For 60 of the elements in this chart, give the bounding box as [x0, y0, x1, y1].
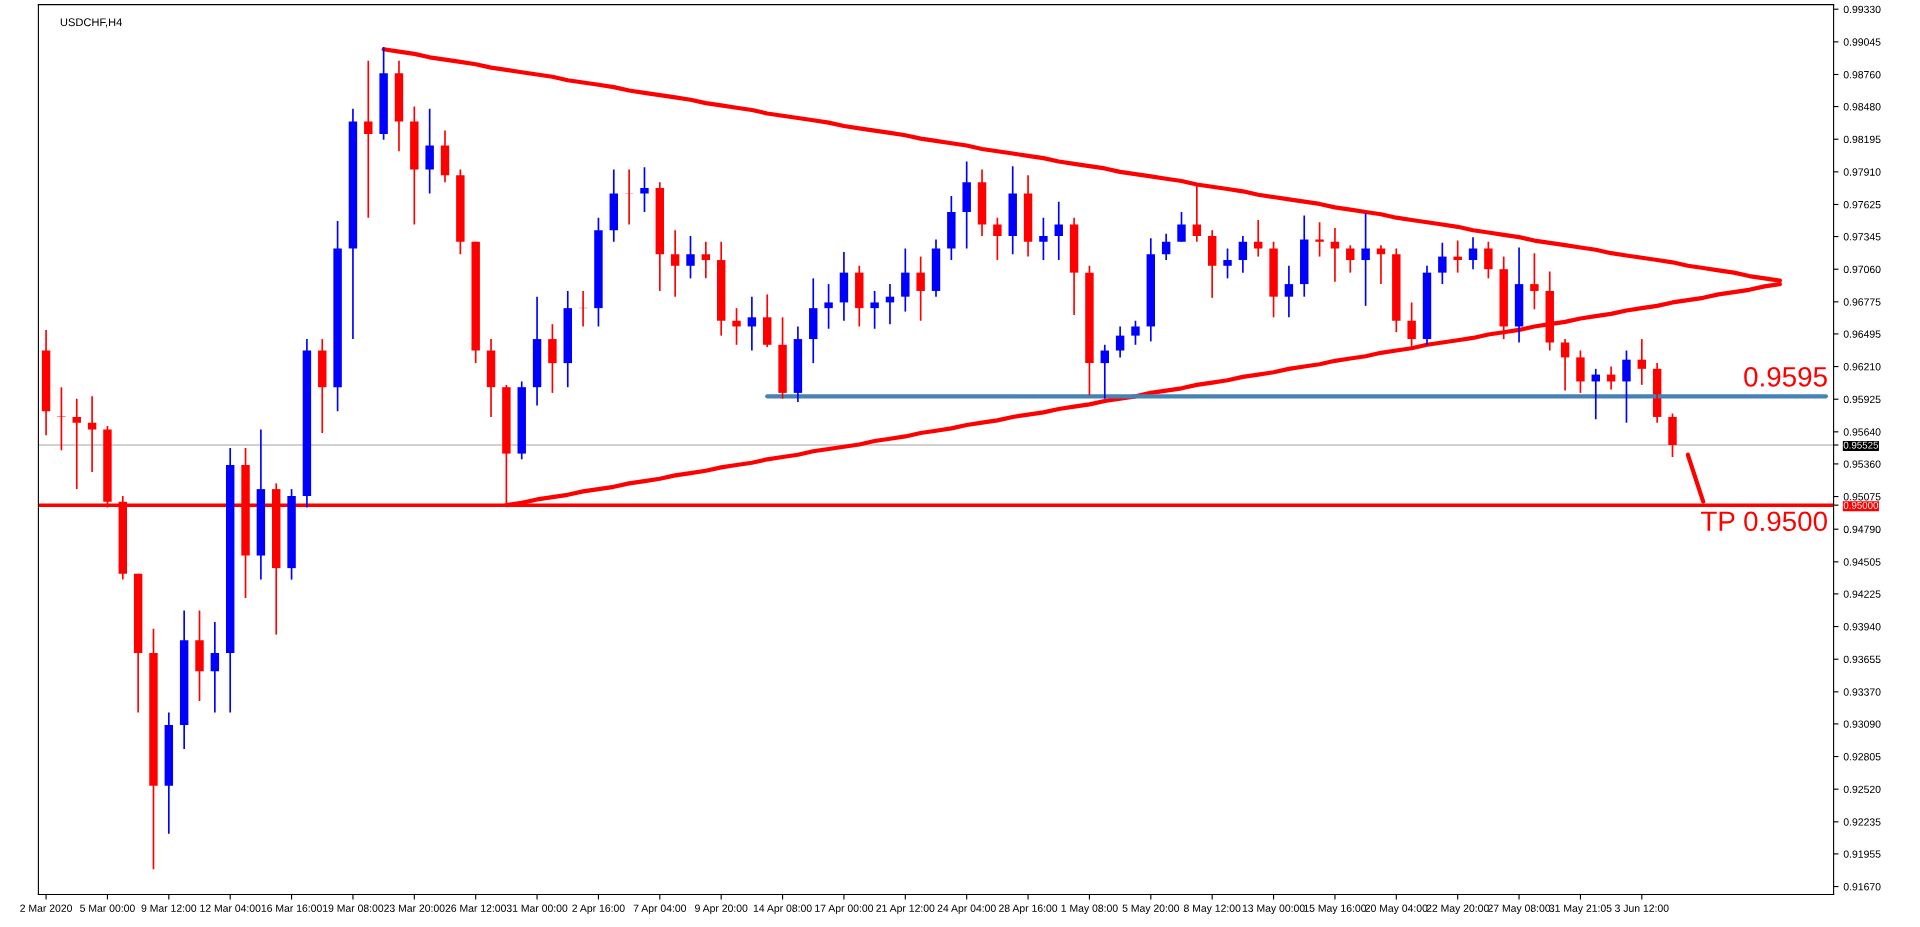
y-tick-label: 0.98760	[1843, 71, 1881, 79]
y-tick-label: 0.98195	[1843, 135, 1881, 144]
annotation: 0.9595	[1744, 367, 1827, 387]
y-tick-label: 0.92805	[1843, 753, 1881, 761]
x-tick-label: 5 May 20:00	[1122, 904, 1180, 914]
x-tick-label: 9 Mar 12:00	[141, 904, 197, 912]
text: USDCHF,H4	[60, 18, 122, 28]
y-tick-label: 0.91955	[1843, 850, 1881, 858]
x-tick-label: 19 Mar 08:00	[323, 904, 384, 912]
x-tick-label: 3 Jun 12:00	[1614, 904, 1669, 912]
x-tick-label: 8 May 12:00	[1183, 904, 1241, 914]
y-tick-label: 0.95640	[1843, 428, 1881, 436]
x-tick-label: 1 May 08:00	[1061, 904, 1118, 914]
y-tick-label: 0.93370	[1843, 688, 1881, 696]
x-tick-label: 31 Mar 00:00	[506, 904, 568, 912]
x-tick-label: 13 May 00:00	[1242, 904, 1305, 914]
x-tick-label: 9 Apr 20:00	[695, 904, 748, 914]
y-tick-label: 0.96775	[1843, 298, 1881, 306]
y-tick-label: 0.92235	[1843, 818, 1881, 826]
x-tick-label: 7 Apr 04:00	[633, 904, 687, 914]
y-tick-label: 0.95525	[1843, 441, 1879, 449]
y-tick-label: 0.94225	[1843, 590, 1881, 598]
y-tick-label: 0.91670	[1843, 883, 1881, 891]
y-tick-label: 0.97345	[1843, 233, 1881, 241]
x-tick-label: 21 Apr 12:00	[876, 904, 935, 914]
y-tick-label: 0.93655	[1843, 655, 1881, 664]
y-tick-label: 0.95925	[1843, 395, 1881, 404]
x-tick-label: 22 May 20:00	[1426, 904, 1489, 914]
x-tick-label: 20 May 04:00	[1365, 904, 1428, 914]
y-tick-label: 0.95360	[1843, 460, 1881, 468]
x-tick-label: 12 Mar 04:00	[200, 904, 261, 912]
y-tick-label: 0.99045	[1843, 38, 1881, 46]
x-tick-label: 5 Mar 00:00	[80, 904, 135, 912]
y-tick-label: 0.97060	[1843, 265, 1881, 274]
y-tick-label: 0.98480	[1843, 103, 1881, 111]
x-tick-label: 28 Apr 16:00	[999, 904, 1058, 914]
x-tick-label: 2 Apr 16:00	[572, 904, 625, 914]
x-tick-label: 27 May 08:00	[1488, 904, 1551, 914]
y-tick-label: 0.95075	[1843, 493, 1881, 501]
y-tick-label: 0.93940	[1843, 623, 1881, 631]
y-tick-label: 0.94505	[1843, 558, 1881, 566]
y-tick-label: 0.92520	[1843, 785, 1881, 794]
x-tick-label: 31 May 21:05	[1549, 904, 1612, 914]
x-tick-label: 2 Mar 2020	[20, 904, 73, 912]
x-tick-label: 16 Mar 16:00	[261, 904, 322, 912]
y-tick-label: 0.95000	[1843, 501, 1879, 509]
y-tick-label: 0.96210	[1843, 363, 1881, 371]
x-tick-label: 14 Apr 08:00	[753, 904, 812, 914]
y-tick-label: 0.97625	[1843, 201, 1881, 209]
x-tick-label: 23 Mar 20:00	[384, 904, 445, 912]
y-tick-label: 0.96495	[1843, 330, 1881, 338]
y-tick-label: 0.94790	[1843, 525, 1881, 534]
x-tick-label: 26 Mar 12:00	[445, 904, 506, 912]
y-tick-label: 0.93090	[1843, 720, 1881, 728]
y-tick-label: 0.97910	[1843, 168, 1881, 176]
x-tick-label: 17 Apr 00:00	[815, 904, 874, 914]
ref-line-label: TP 0.9500	[1700, 511, 1827, 532]
x-tick-label: 15 May 16:00	[1304, 904, 1367, 914]
x-tick-label: 24 Apr 04:00	[937, 904, 996, 914]
y-tick-label: 0.99330	[1843, 5, 1881, 14]
